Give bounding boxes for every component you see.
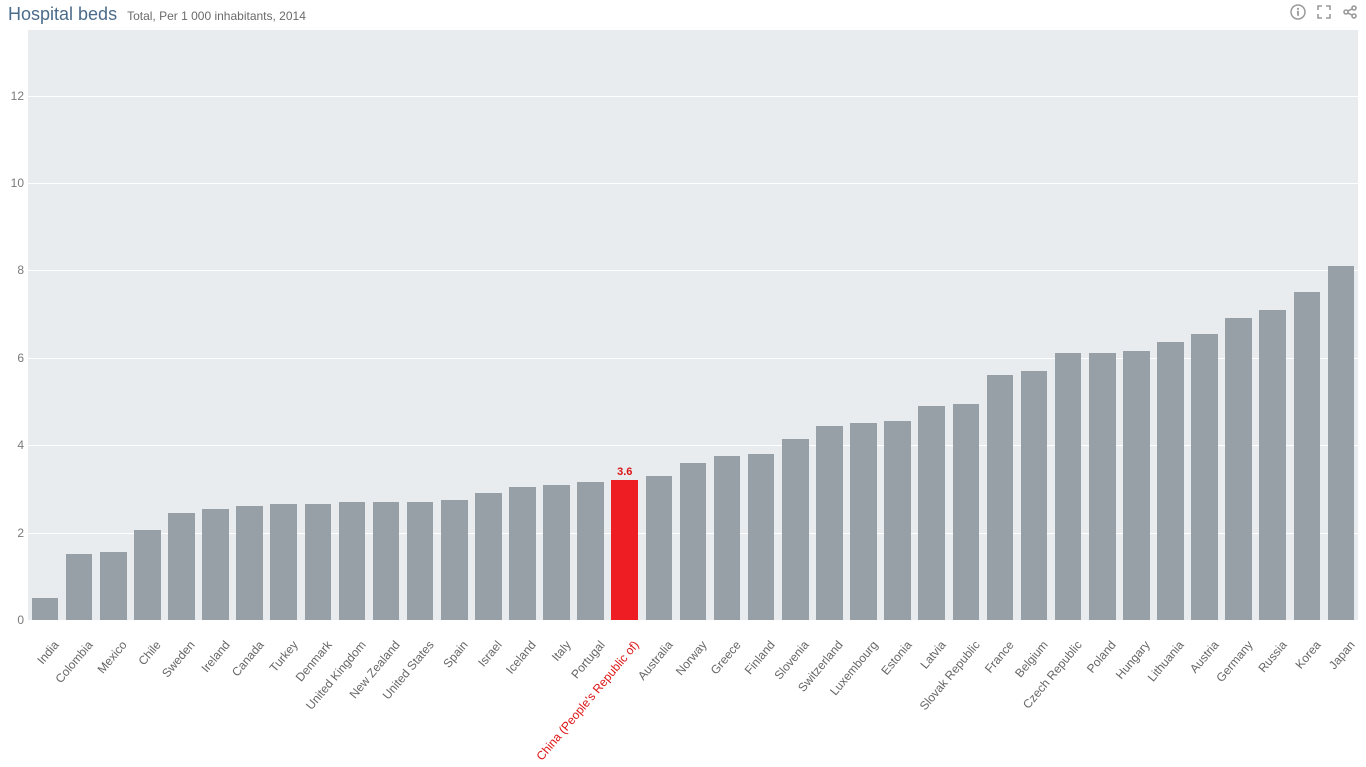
bar[interactable]: [1328, 266, 1355, 620]
x-label: Italy: [548, 638, 573, 664]
bar[interactable]: [1021, 371, 1048, 620]
bar[interactable]: [373, 502, 400, 620]
x-label: Slovak Republic: [917, 638, 983, 713]
x-label: Canada: [229, 638, 267, 679]
chart-area: 024681012 3.6 IndiaColombiaMexicoChileSw…: [0, 26, 1366, 767]
chart-toolbar: [1290, 4, 1358, 20]
x-label: Austria: [1187, 638, 1222, 676]
share-icon[interactable]: [1342, 4, 1358, 20]
bar[interactable]: [202, 509, 229, 620]
bar[interactable]: [134, 530, 161, 620]
bar[interactable]: [1225, 318, 1252, 620]
bar[interactable]: [1191, 334, 1218, 620]
x-label: Norway: [673, 638, 710, 678]
x-label: Chile: [136, 638, 164, 668]
bar[interactable]: [884, 421, 911, 620]
chart-subtitle: Total, Per 1 000 inhabitants, 2014: [127, 9, 306, 23]
bar[interactable]: [168, 513, 195, 620]
bar[interactable]: [509, 487, 536, 620]
bar[interactable]: [782, 439, 809, 620]
x-label: Korea: [1292, 638, 1323, 672]
bar[interactable]: [816, 426, 843, 620]
bar[interactable]: [850, 423, 877, 620]
bar[interactable]: [475, 493, 502, 620]
bar[interactable]: [1294, 292, 1321, 620]
x-label: Turkey: [266, 638, 300, 675]
bar[interactable]: [1089, 353, 1116, 620]
bar[interactable]: [339, 502, 366, 620]
x-label: Greece: [708, 638, 744, 677]
bar[interactable]: [1259, 310, 1286, 620]
x-label: Estonia: [878, 638, 914, 678]
chart-title: Hospital beds: [8, 4, 117, 25]
bar[interactable]: [918, 406, 945, 620]
bar[interactable]: [646, 476, 673, 620]
bar[interactable]: [66, 554, 93, 620]
bar[interactable]: [1123, 351, 1150, 620]
bar[interactable]: [1055, 353, 1082, 620]
x-axis-labels: IndiaColombiaMexicoChileSwedenIrelandCan…: [0, 632, 1366, 767]
expand-icon[interactable]: [1316, 4, 1332, 20]
bar[interactable]: [270, 504, 297, 620]
bar[interactable]: [748, 454, 775, 620]
bar[interactable]: [407, 502, 434, 620]
x-label: Russia: [1255, 638, 1289, 675]
bar[interactable]: [100, 552, 127, 620]
bar[interactable]: [1157, 342, 1184, 620]
bar[interactable]: [32, 598, 59, 620]
x-label: Ireland: [198, 638, 232, 675]
bar[interactable]: [680, 463, 707, 620]
x-label: Spain: [441, 638, 471, 671]
bar[interactable]: [953, 404, 980, 620]
x-label: Sweden: [160, 638, 199, 680]
x-label: Australia: [635, 638, 676, 683]
x-label: Latvia: [917, 638, 948, 672]
chart-header: Hospital beds Total, Per 1 000 inhabitan…: [0, 0, 1366, 26]
bar[interactable]: [543, 485, 570, 620]
bar[interactable]: [236, 506, 263, 620]
x-label: India: [34, 638, 61, 667]
bar-value-label: 3.6: [617, 466, 632, 478]
x-label: Mexico: [95, 638, 130, 676]
bar[interactable]: [577, 482, 604, 620]
x-label: Japan: [1326, 638, 1358, 672]
info-icon[interactable]: [1290, 4, 1306, 20]
bar[interactable]: [714, 456, 741, 620]
bar[interactable]: [611, 480, 638, 620]
x-label: Iceland: [504, 638, 540, 677]
x-label: Israel: [476, 638, 506, 669]
bar[interactable]: [441, 500, 468, 620]
bar[interactable]: [987, 375, 1014, 620]
bar[interactable]: [305, 504, 332, 620]
